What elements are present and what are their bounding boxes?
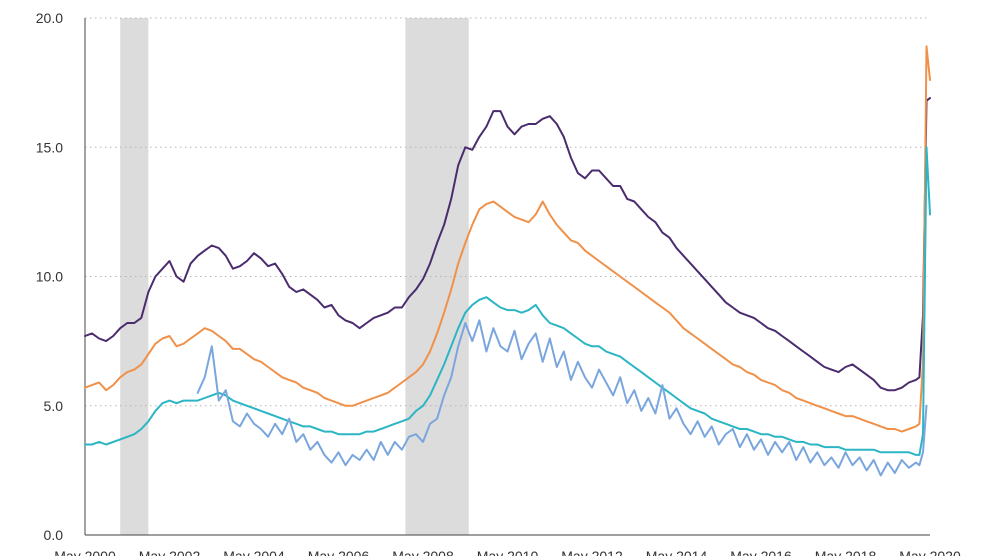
x-tick-label: May 2004 bbox=[223, 548, 285, 556]
y-tick-label: 5.0 bbox=[44, 398, 64, 414]
y-tick-label: 0.0 bbox=[44, 527, 64, 543]
series-line-4 bbox=[196, 319, 928, 477]
recession-band-2 bbox=[405, 18, 469, 535]
series-line-2 bbox=[84, 45, 931, 433]
x-tick-label: May 2008 bbox=[392, 548, 454, 556]
recession-bands bbox=[120, 18, 469, 535]
x-tick-label: May 2000 bbox=[54, 548, 116, 556]
x-tick-label: May 2010 bbox=[477, 548, 539, 556]
series-line-1 bbox=[84, 97, 931, 392]
x-tick-label: May 2016 bbox=[730, 548, 792, 556]
y-tick-labels: 0.0 5.0 10.0 15.0 20.0 bbox=[36, 10, 63, 543]
gridlines bbox=[85, 17, 930, 407]
x-tick-label: May 2012 bbox=[561, 548, 623, 556]
y-tick-label: 15.0 bbox=[36, 139, 63, 155]
x-tick-label: May 2002 bbox=[139, 548, 201, 556]
y-tick-label: 10.0 bbox=[36, 269, 63, 285]
series-lines bbox=[84, 45, 931, 477]
x-tick-labels: May 2000 May 2002 May 2004 May 2006 May 2008… bbox=[54, 548, 961, 556]
series-line-3 bbox=[84, 146, 931, 456]
recession-band-1 bbox=[120, 18, 149, 535]
x-tick-label: May 2020 bbox=[899, 548, 961, 556]
x-tick-label: May 2014 bbox=[646, 548, 708, 556]
axes bbox=[84, 18, 930, 536]
y-tick-label: 20.0 bbox=[36, 10, 63, 26]
x-tick-label: May 2018 bbox=[815, 548, 877, 556]
x-tick-label: May 2006 bbox=[308, 548, 370, 556]
